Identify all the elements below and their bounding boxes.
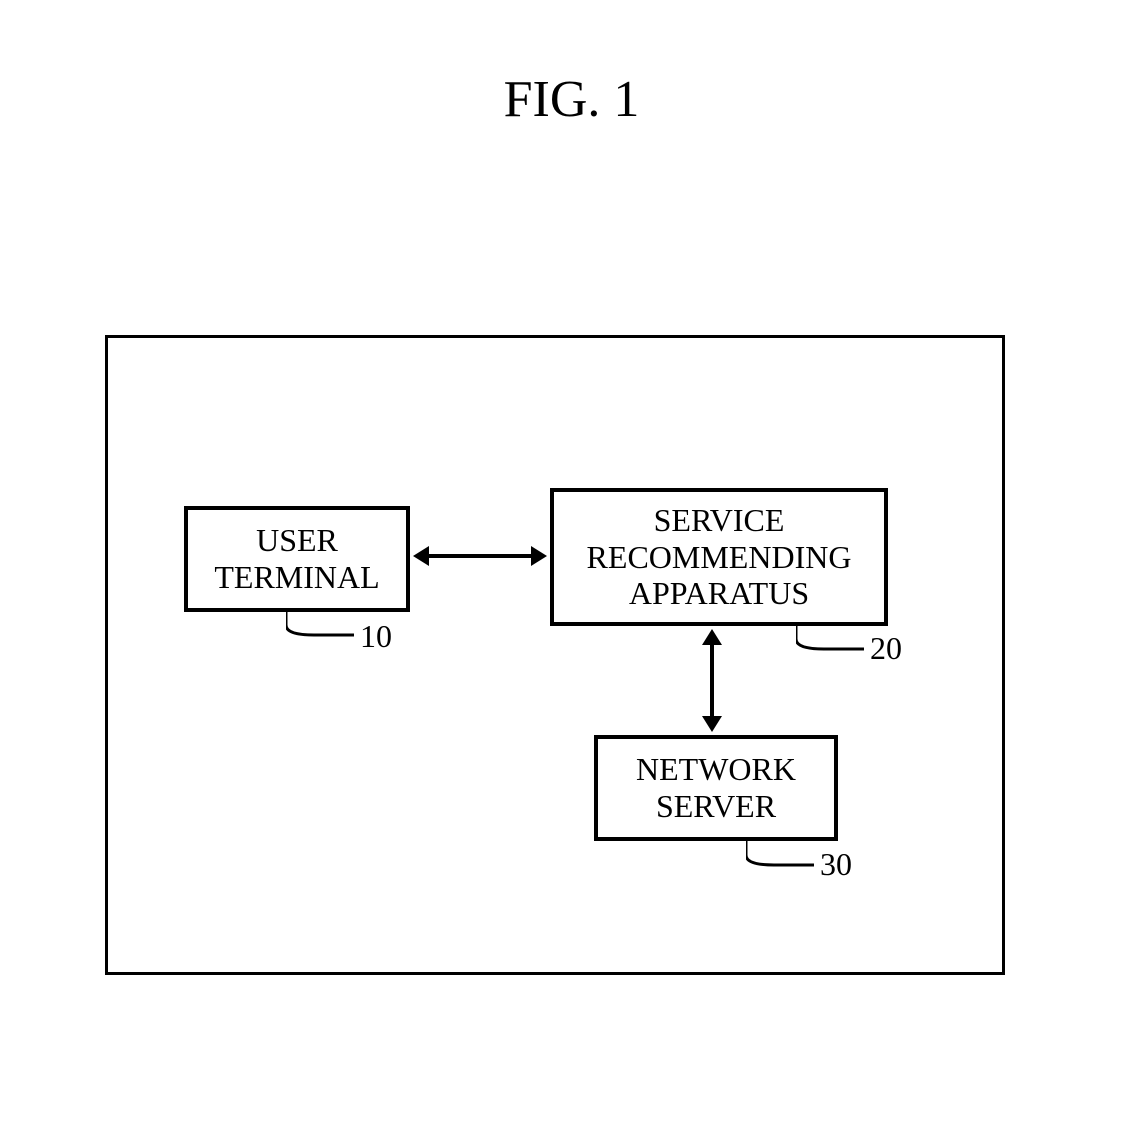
arrowhead-left-icon (413, 546, 429, 566)
edge-vertical (710, 642, 714, 718)
node-label-line: NETWORK (636, 751, 796, 788)
figure-title: FIG. 1 (504, 70, 640, 129)
edge-horizontal (426, 554, 534, 558)
callout-network-server (746, 838, 826, 868)
node-label-line: APPARATUS (629, 575, 809, 612)
node-user-terminal: USER TERMINAL (184, 506, 410, 612)
node-label-line: SERVER (656, 788, 776, 825)
node-service-apparatus: SERVICE RECOMMENDING APPARATUS (550, 488, 888, 626)
arrowhead-down-icon (702, 716, 722, 732)
node-network-server: NETWORK SERVER (594, 735, 838, 841)
callout-service-apparatus (796, 622, 876, 652)
callout-user-terminal (286, 608, 366, 638)
node-label-line: SERVICE (654, 502, 785, 539)
ref-number-20: 20 (870, 630, 902, 667)
arrowhead-up-icon (702, 629, 722, 645)
node-label-line: RECOMMENDING (587, 539, 852, 576)
arrowhead-right-icon (531, 546, 547, 566)
ref-number-10: 10 (360, 618, 392, 655)
node-label-line: USER (256, 522, 338, 559)
node-label-line: TERMINAL (214, 559, 379, 596)
ref-number-30: 30 (820, 846, 852, 883)
